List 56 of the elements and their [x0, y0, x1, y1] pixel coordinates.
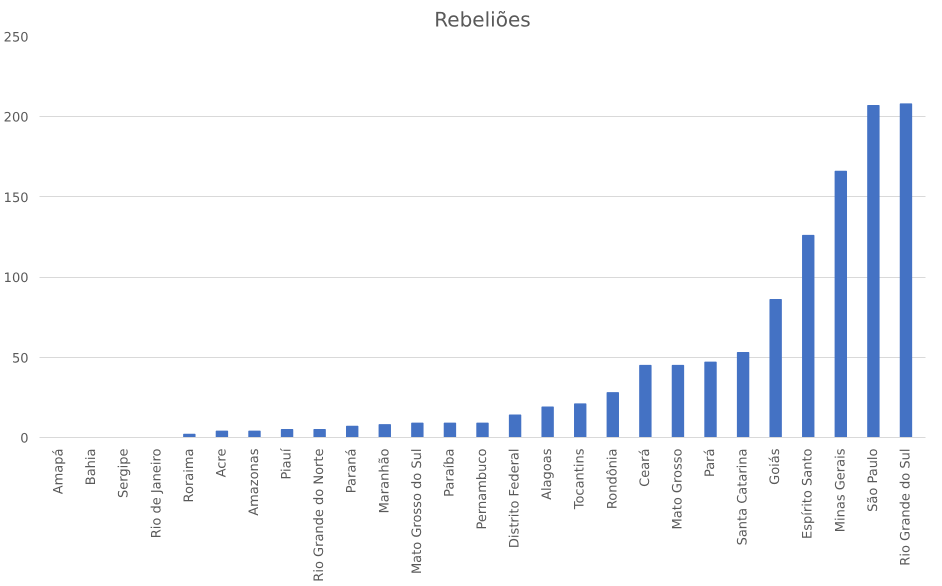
- x-tick-label: Espírito Santo: [800, 448, 816, 539]
- x-tick-label: São Paulo: [866, 448, 881, 512]
- x-tick-label: Tocantins: [572, 448, 588, 510]
- y-tick-label: 250: [4, 30, 29, 46]
- x-tick-label: Distrito Federal: [508, 448, 523, 548]
- bar: [248, 430, 261, 438]
- bar: [736, 352, 750, 438]
- x-tick-label: Roraima: [182, 448, 197, 502]
- x-tick-label: Rio Grande do Norte: [312, 448, 328, 582]
- bar: [411, 422, 424, 438]
- bar: [378, 424, 391, 438]
- x-tick-label: Bahia: [84, 448, 100, 486]
- y-tick-label: 100: [4, 271, 29, 286]
- bar: [834, 170, 848, 438]
- x-tick-label: Alagoas: [540, 448, 556, 500]
- bar: [444, 422, 456, 438]
- bar: [900, 103, 912, 438]
- x-tick-label: Ceará: [638, 448, 653, 487]
- x-tick-label: Goiás: [768, 448, 784, 485]
- x-tick-label: Rio Grande do Sul: [898, 448, 914, 566]
- x-tick-label: Paraná: [344, 448, 360, 494]
- x-tick-label: Pará: [703, 448, 718, 478]
- x-tick-label: Amapá: [52, 448, 67, 494]
- bar: [672, 364, 684, 438]
- bar: [508, 414, 522, 438]
- x-tick-label: Amazonas: [246, 448, 262, 516]
- bar: [639, 364, 652, 438]
- bar: [704, 362, 717, 438]
- x-tick-label: Acre: [214, 448, 230, 478]
- bar: [280, 428, 294, 438]
- bar: [574, 403, 586, 438]
- x-tick-label: Rondônia: [605, 448, 620, 510]
- bar: [606, 392, 619, 438]
- x-tick-label: Maranhão: [377, 448, 392, 514]
- bar: [216, 430, 228, 438]
- y-tick-label: 150: [4, 190, 29, 206]
- y-tick-label: 200: [4, 110, 29, 126]
- chart-title: Rebeliões: [434, 8, 531, 32]
- x-tick-label: Piauí: [280, 448, 295, 480]
- bar: [476, 422, 489, 438]
- x-tick-label: Pernambuco: [475, 448, 490, 530]
- bar: [802, 234, 814, 438]
- x-tick-label: Mato Grosso: [670, 448, 686, 530]
- x-tick-label: Mato Grosso do Sul: [410, 448, 425, 574]
- y-tick-label: 50: [12, 351, 29, 366]
- bar: [541, 406, 554, 438]
- y-tick-label: 0: [20, 432, 29, 446]
- bar: [867, 104, 880, 438]
- bar: [313, 428, 326, 438]
- x-tick-label: Santa Catarina: [736, 448, 751, 546]
- x-tick-label: Paraíba: [442, 448, 458, 497]
- x-tick-label: Rio de Janeiro: [149, 448, 164, 538]
- x-tick-label: Minas Gerais: [833, 448, 848, 532]
- bar: [769, 299, 782, 438]
- x-tick-label: Sergipe: [116, 448, 132, 498]
- bar: [346, 426, 358, 438]
